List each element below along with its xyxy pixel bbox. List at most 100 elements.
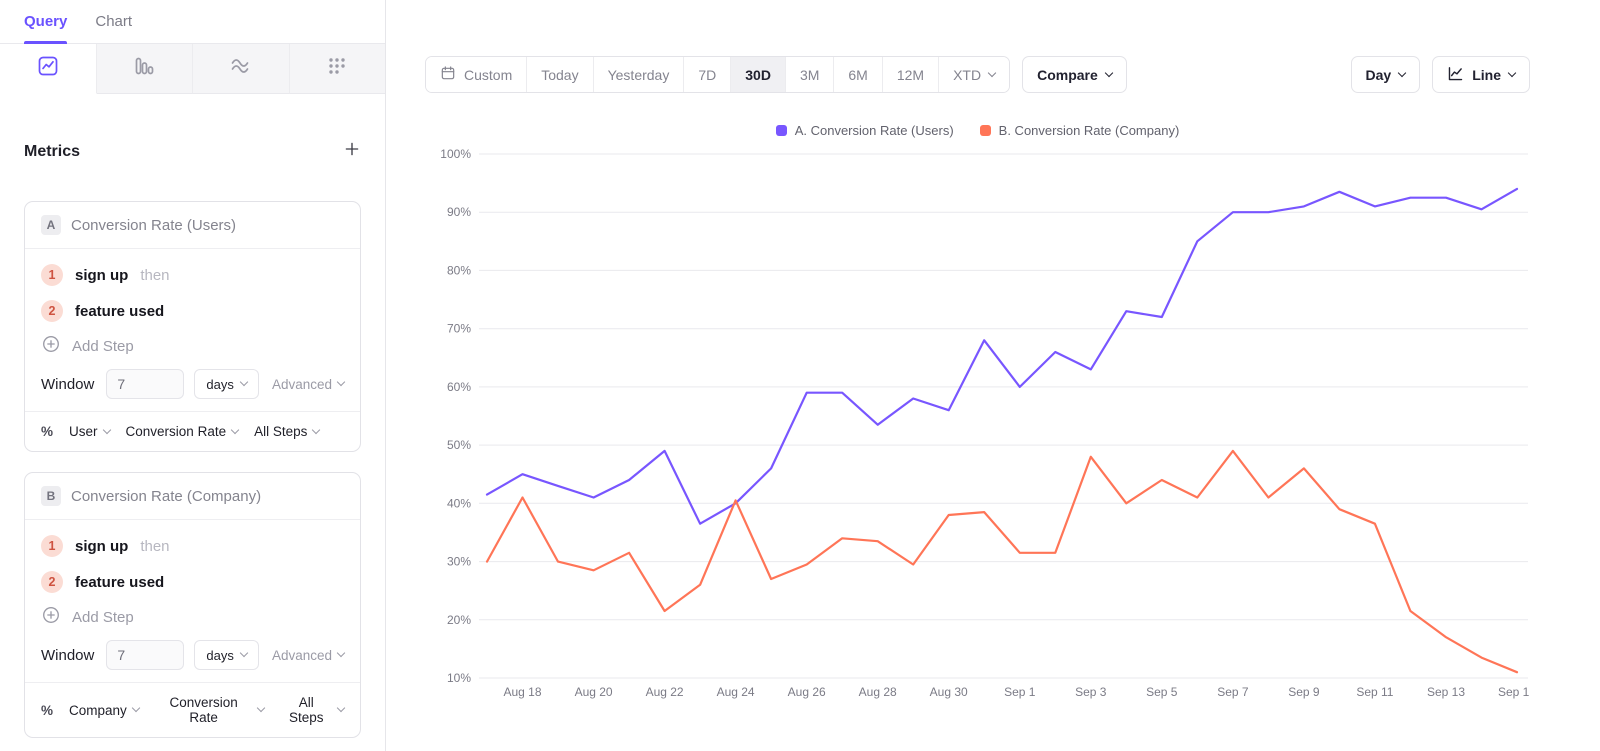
funnel-step-a2[interactable]: 2 feature used [41, 293, 344, 329]
svg-text:20%: 20% [447, 613, 471, 627]
tab-query[interactable]: Query [24, 0, 68, 44]
funnel-step-a1[interactable]: 1 sign up then [41, 257, 344, 293]
svg-text:70%: 70% [447, 322, 471, 336]
report-tab-funnels[interactable] [96, 44, 193, 94]
svg-text:Sep 1: Sep 1 [1004, 685, 1036, 699]
steps-scope-select-b[interactable]: All Steps [280, 695, 346, 725]
step-event-name[interactable]: feature used [75, 302, 165, 320]
metric-card-a: A Conversion Rate (Users) 1 sign up then… [24, 201, 361, 452]
step-event-name[interactable]: feature used [75, 573, 165, 591]
metric-card-b-footer: % Company Conversion Rate All Steps [25, 682, 360, 737]
date-range-custom[interactable]: Custom [426, 57, 527, 92]
window-value-input-b[interactable] [106, 640, 185, 670]
report-tab-flows[interactable] [193, 44, 290, 94]
window-unit-select-a[interactable]: days [194, 369, 259, 399]
date-range-xtd[interactable]: XTD [938, 57, 1010, 92]
add-step-button-b[interactable]: Add Step [41, 600, 344, 634]
svg-text:Sep 9: Sep 9 [1288, 685, 1320, 699]
legend-item-a[interactable]: A. Conversion Rate (Users) [775, 123, 954, 138]
window-label: Window [41, 375, 95, 393]
step-number-badge: 1 [41, 535, 63, 557]
chart-legend: A. Conversion Rate (Users) B. Conversion… [425, 123, 1530, 138]
chart-type-button[interactable]: Line [1432, 56, 1530, 93]
metric-type-select-b[interactable]: Conversion Rate [155, 695, 266, 725]
date-range-picker: Custom Today Yesterday 7D 30D 3M 6M 12M … [425, 56, 1011, 93]
retention-dots-icon [325, 54, 349, 83]
conversion-line-chart[interactable]: 10% 20% 30% 40% 50% 60% 70% 80% 90% 100% Aug 18 Aug… [425, 144, 1536, 704]
add-step-label: Add Step [72, 337, 134, 355]
legend-swatch-a [775, 125, 787, 136]
metric-title-b[interactable]: Conversion Rate (Company) [71, 487, 262, 505]
chevron-down-icon [336, 648, 346, 658]
chevron-down-icon [987, 68, 997, 77]
legend-item-b[interactable]: B. Conversion Rate (Company) [979, 123, 1179, 138]
bar-chart-icon [132, 54, 156, 83]
sidebar-tab-bar: Query Chart [0, 0, 385, 44]
step-number-badge: 1 [41, 264, 63, 286]
percent-measure-icon[interactable]: % [41, 424, 54, 439]
step-number-badge: 2 [41, 571, 63, 593]
metrics-heading: Metrics [24, 142, 81, 160]
conversion-window-row-a: Window days Advanced [41, 369, 346, 399]
date-range-30d[interactable]: 30D [730, 57, 785, 92]
report-tab-insights[interactable] [0, 44, 97, 94]
date-range-3m[interactable]: 3M [784, 57, 834, 92]
metric-card-b-body: 1 sign up then 2 feature used [25, 520, 360, 682]
counting-entity-select-a[interactable]: User [69, 424, 111, 439]
line-chart-icon [36, 54, 60, 83]
add-metric-button[interactable] [343, 140, 361, 163]
step-number-badge: 2 [41, 300, 63, 322]
metric-type-select-a[interactable]: Conversion Rate [126, 424, 240, 439]
metric-letter-badge-a: A [41, 215, 61, 235]
advanced-toggle-a[interactable]: Advanced [272, 377, 346, 392]
window-value-input-a[interactable] [106, 369, 185, 399]
svg-text:Aug 18: Aug 18 [503, 685, 541, 699]
circle-plus-icon [41, 334, 61, 358]
svg-text:Aug 20: Aug 20 [575, 685, 613, 699]
chevron-down-icon [336, 377, 346, 387]
date-range-7d[interactable]: 7D [683, 57, 731, 92]
line-chart-type-icon [1447, 65, 1464, 85]
conversion-window-row-b: Window days Advanced [41, 640, 346, 670]
svg-text:Aug 24: Aug 24 [717, 685, 755, 699]
date-range-12m[interactable]: 12M [881, 57, 939, 92]
metric-letter-badge-b: B [41, 486, 61, 506]
metric-title-a[interactable]: Conversion Rate (Users) [71, 216, 237, 234]
svg-text:90%: 90% [447, 205, 471, 219]
svg-text:30%: 30% [447, 555, 471, 569]
svg-text:60%: 60% [447, 380, 471, 394]
metric-card-a-footer: % User Conversion Rate All Steps [25, 411, 360, 451]
compare-button[interactable]: Compare [1022, 56, 1127, 93]
add-step-label: Add Step [72, 608, 134, 626]
advanced-toggle-b[interactable]: Advanced [272, 648, 346, 663]
svg-text:80%: 80% [447, 263, 471, 277]
chevron-down-icon [131, 703, 141, 713]
step-event-name[interactable]: sign up [75, 266, 129, 284]
funnel-step-b2[interactable]: 2 feature used [41, 564, 344, 600]
add-step-button-a[interactable]: Add Step [41, 329, 344, 363]
chart-toolbar: Custom Today Yesterday 7D 30D 3M 6M 12M … [425, 56, 1530, 93]
tab-chart[interactable]: Chart [95, 13, 133, 30]
chevron-down-icon [1507, 68, 1517, 77]
chart-area: 10% 20% 30% 40% 50% 60% 70% 80% 90% 100% Aug 18 Aug… [425, 144, 1536, 709]
circle-plus-icon [41, 605, 61, 629]
date-range-yesterday[interactable]: Yesterday [592, 57, 684, 92]
report-tab-retention[interactable] [289, 44, 385, 94]
counting-entity-select-b[interactable]: Company [69, 703, 141, 718]
date-range-today[interactable]: Today [526, 57, 593, 92]
chevron-down-icon [1104, 68, 1114, 77]
chevron-down-icon [230, 425, 240, 434]
granularity-button[interactable]: Day [1350, 56, 1421, 93]
percent-measure-icon[interactable]: % [41, 702, 54, 718]
step-event-name[interactable]: sign up [75, 537, 129, 555]
steps-scope-select-a[interactable]: All Steps [254, 424, 321, 439]
toolbar-right-group: Day Line [1350, 56, 1530, 93]
chevron-down-icon [239, 648, 249, 658]
window-unit-select-b[interactable]: days [194, 640, 259, 670]
date-range-6m[interactable]: 6M [833, 57, 882, 92]
svg-text:40%: 40% [447, 496, 471, 510]
svg-text:Sep 7: Sep 7 [1217, 685, 1249, 699]
report-type-tabs [0, 44, 385, 94]
funnel-step-b1[interactable]: 1 sign up then [41, 528, 344, 564]
